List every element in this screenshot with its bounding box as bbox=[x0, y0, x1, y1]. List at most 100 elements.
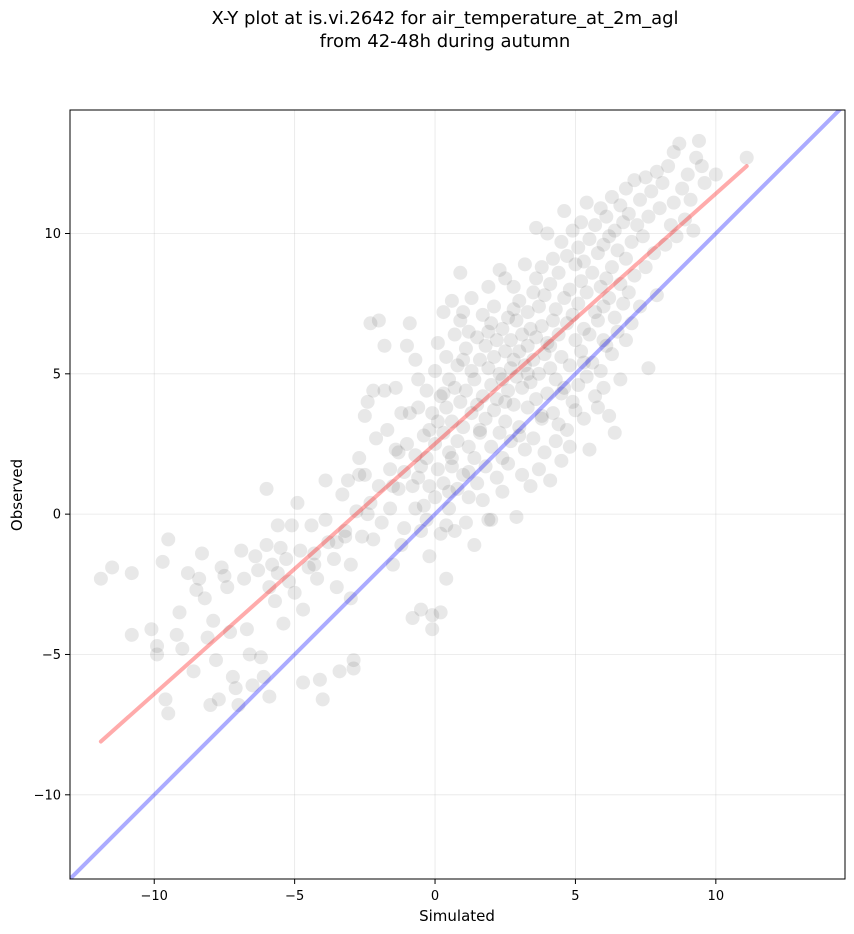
scatter-point bbox=[554, 349, 569, 364]
scatter-point bbox=[461, 324, 476, 339]
scatter-point bbox=[456, 352, 471, 367]
identity-line bbox=[70, 110, 843, 879]
scatter-point bbox=[512, 420, 527, 435]
scatter-point bbox=[259, 538, 274, 553]
scatter-point bbox=[492, 425, 507, 440]
scatter-point bbox=[391, 445, 406, 460]
scatter-point bbox=[627, 173, 642, 188]
scatter-point bbox=[279, 552, 294, 567]
scatter-point bbox=[385, 479, 400, 494]
scatter-point bbox=[371, 479, 386, 494]
scatter-point bbox=[262, 580, 277, 595]
scatter-point bbox=[498, 344, 513, 359]
scatter-point bbox=[430, 462, 445, 477]
scatter-point bbox=[604, 260, 619, 275]
scatter-point bbox=[683, 192, 698, 207]
scatter-point bbox=[624, 234, 639, 249]
scatter-point bbox=[588, 389, 603, 404]
scatter-point bbox=[259, 481, 274, 496]
scatter-point bbox=[540, 226, 555, 241]
scatter-point bbox=[590, 400, 605, 415]
scatter-point bbox=[607, 425, 622, 440]
scatter-point bbox=[186, 664, 201, 679]
scatter-point bbox=[329, 535, 344, 550]
scatter-point bbox=[318, 512, 333, 527]
scatter-point bbox=[537, 445, 552, 460]
scatter-point bbox=[481, 361, 496, 376]
scatter-point bbox=[557, 204, 572, 219]
scatter-point bbox=[649, 288, 664, 303]
scatter-point bbox=[638, 260, 653, 275]
scatter-point bbox=[551, 327, 566, 342]
scatter-point bbox=[453, 394, 468, 409]
x-tick-label: 0 bbox=[431, 889, 439, 904]
scatter-point bbox=[576, 411, 591, 426]
scatter-point bbox=[554, 453, 569, 468]
scatter-point bbox=[442, 484, 457, 499]
scatter-point bbox=[461, 465, 476, 480]
scatter-point bbox=[540, 386, 555, 401]
scatter-point bbox=[439, 349, 454, 364]
scatter-point bbox=[596, 237, 611, 252]
scatter-point bbox=[329, 580, 344, 595]
scatter-point bbox=[613, 198, 628, 213]
scatter-point bbox=[560, 248, 575, 263]
scatter-point bbox=[574, 215, 589, 230]
scatter-point bbox=[582, 327, 597, 342]
scatter-point bbox=[506, 352, 521, 367]
scatter-point bbox=[385, 557, 400, 572]
scatter-point bbox=[599, 271, 614, 286]
scatter-point bbox=[223, 625, 238, 640]
scatter-point bbox=[234, 543, 249, 558]
scatter-point bbox=[484, 316, 499, 331]
x-tick-label: −5 bbox=[285, 889, 304, 904]
scatter-point bbox=[613, 277, 628, 292]
scatter-point bbox=[571, 240, 586, 255]
scatter-point bbox=[576, 321, 591, 336]
scatter-point bbox=[638, 170, 653, 185]
scatter-point bbox=[411, 470, 426, 485]
scatter-point bbox=[304, 518, 319, 533]
scatter-point bbox=[442, 501, 457, 516]
scatter-point bbox=[672, 136, 687, 151]
scatter-point bbox=[554, 234, 569, 249]
scatter-point bbox=[158, 692, 173, 707]
scatter-point bbox=[301, 560, 316, 575]
scatter-point bbox=[161, 706, 176, 721]
scatter-point bbox=[467, 538, 482, 553]
scatter-point bbox=[338, 523, 353, 538]
scatter-point bbox=[517, 442, 532, 457]
scatter-point bbox=[515, 380, 530, 395]
scatter-point bbox=[691, 133, 706, 148]
scatter-point bbox=[150, 639, 165, 654]
scatter-point bbox=[270, 518, 285, 533]
scatter-point bbox=[576, 355, 591, 370]
scatter-point bbox=[461, 490, 476, 505]
scatter-point bbox=[708, 167, 723, 182]
y-axis-ticks: −10 −5 0 5 10 bbox=[34, 227, 70, 803]
scatter-point bbox=[267, 594, 282, 609]
scatter-point bbox=[520, 366, 535, 381]
scatter-point bbox=[273, 540, 288, 555]
scatter-point bbox=[211, 692, 226, 707]
scatter-point bbox=[487, 299, 502, 314]
scatter-point bbox=[644, 184, 659, 199]
scatter-point bbox=[352, 451, 367, 466]
scatter-point bbox=[214, 560, 229, 575]
scatter-point bbox=[442, 372, 457, 387]
scatter-point bbox=[197, 591, 212, 606]
scatter-point bbox=[352, 467, 367, 482]
scatter-point bbox=[484, 439, 499, 454]
scatter-point bbox=[478, 459, 493, 474]
scatter-point bbox=[284, 518, 299, 533]
scatter-point bbox=[470, 476, 485, 491]
scatter-point bbox=[380, 422, 395, 437]
scatter-point bbox=[206, 613, 221, 628]
scatter-point bbox=[503, 361, 518, 376]
scatter-point bbox=[402, 406, 417, 421]
scatter-point bbox=[579, 285, 594, 300]
scatter-point bbox=[548, 302, 563, 317]
scatter-point bbox=[447, 523, 462, 538]
scatter-point bbox=[666, 145, 681, 160]
scatter-point bbox=[307, 557, 322, 572]
